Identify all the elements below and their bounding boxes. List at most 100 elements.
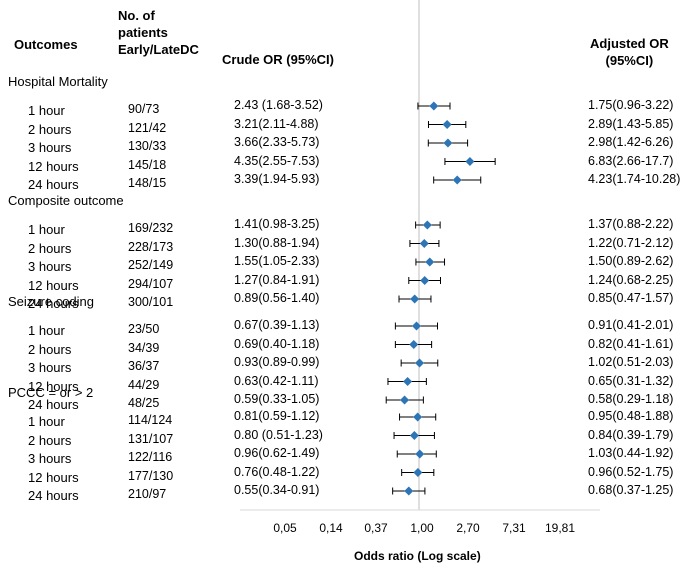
section-title: PCCC = or > 2	[8, 385, 94, 400]
crude-or-cell: 0.89(0.56-1.40)	[234, 291, 320, 305]
row-label: 1 hour	[28, 222, 65, 237]
crude-or-cell: 0.76(0.48-1.22)	[234, 464, 320, 479]
patients-cell: 210/97	[128, 487, 167, 501]
header-patients-line3: Early/LateDC	[118, 42, 199, 57]
x-tick-label: 0,14	[319, 521, 343, 535]
or-point-marker	[419, 239, 429, 248]
patients-cell: 36/37	[128, 359, 160, 373]
crude-or-cell: 4.35(2.55-7.53)	[234, 153, 320, 168]
crude-or-cell: 1.41(0.98-3.25)	[234, 217, 320, 231]
patients-cell: 48/25	[128, 396, 160, 410]
patients-cell: 90/73	[128, 102, 160, 116]
patients-cell: 131/107	[128, 431, 174, 446]
crude-or-cell: 0.93(0.89-0.99)	[234, 355, 320, 369]
or-point-marker	[409, 340, 419, 349]
row-label: 24 hours	[28, 177, 79, 192]
row-label: 3 hours	[28, 451, 72, 466]
or-point-marker	[422, 220, 432, 230]
crude-or-cell: 0.69(0.40-1.18)	[234, 336, 320, 351]
adjusted-or-cell: 1.50(0.89-2.62)	[588, 254, 674, 268]
or-point-marker	[415, 449, 425, 459]
patients-cell: 23/50	[128, 322, 160, 336]
or-point-marker	[442, 120, 452, 129]
row-label: 3 hours	[28, 259, 72, 274]
adjusted-or-cell: 1.37(0.88-2.22)	[588, 217, 674, 231]
x-tick-label: 0,37	[364, 521, 388, 535]
crude-or-cell: 0.63(0.42-1.11)	[234, 373, 319, 388]
adjusted-or-cell: 2.89(1.43-5.85)	[588, 116, 674, 131]
crude-or-cell: 3.21(2.11-4.88)	[234, 116, 319, 131]
crude-or-cell: 3.66(2.33-5.73)	[234, 135, 320, 149]
adjusted-or-cell: 1.75(0.96-3.22)	[588, 98, 674, 112]
adjusted-or-cell: 4.23(1.74-10.28)	[588, 172, 681, 186]
crude-or-cell: 2.43 (1.68-3.52)	[234, 98, 323, 112]
adjusted-or-cell: 0.65(0.31-1.32)	[588, 373, 674, 388]
header-adjusted-or: Adjusted OR (95%CI)	[590, 35, 669, 69]
patients-cell: 148/15	[128, 176, 167, 190]
row-label: 24 hours	[28, 296, 79, 311]
patients-cell: 169/232	[128, 221, 174, 235]
row-label: 1 hour	[28, 323, 65, 338]
crude-or-cell: 1.55(1.05-2.33)	[234, 254, 320, 268]
section-title: Hospital Mortality	[8, 74, 108, 89]
or-point-marker	[413, 468, 423, 477]
adjusted-or-cell: 0.96(0.52-1.75)	[588, 464, 674, 479]
header-adjusted-line2: (95%CI)	[605, 53, 654, 68]
row-label: 12 hours	[28, 158, 79, 174]
row-label: 12 hours	[28, 469, 79, 485]
or-point-marker	[443, 138, 453, 148]
x-axis-label: Odds ratio (Log scale)	[354, 549, 481, 563]
x-tick-label: 0,05	[273, 521, 297, 535]
header-outcomes: Outcomes	[14, 37, 78, 52]
adjusted-or-cell: 0.58(0.29-1.18)	[588, 392, 674, 406]
row-label: 1 hour	[28, 103, 65, 118]
row-label: 24 hours	[28, 397, 79, 412]
adjusted-or-cell: 6.83(2.66-17.7)	[588, 153, 674, 168]
adjusted-or-cell: 0.84(0.39-1.79)	[588, 427, 674, 442]
adjusted-or-cell: 1.03(0.44-1.92)	[588, 446, 674, 460]
adjusted-or-cell: 2.98(1.42-6.26)	[588, 135, 674, 149]
x-tick-label: 2,70	[456, 521, 480, 535]
patients-cell: 300/101	[128, 295, 174, 309]
patients-cell: 121/42	[128, 120, 167, 135]
section-title: Composite outcome	[8, 193, 124, 208]
or-point-marker	[400, 395, 410, 405]
patients-cell: 122/116	[128, 450, 173, 464]
or-point-marker	[425, 257, 435, 267]
header-patients-line1: No. of	[118, 8, 155, 23]
crude-or-cell: 0.81(0.59-1.12)	[234, 409, 320, 423]
patients-cell: 252/149	[128, 258, 174, 272]
x-tick-label: 19,81	[544, 521, 576, 535]
crude-or-cell: 1.30(0.88-1.94)	[234, 235, 320, 250]
crude-or-cell: 3.39(1.94-5.93)	[234, 172, 320, 186]
or-point-marker	[412, 321, 422, 331]
patients-cell: 294/107	[128, 276, 174, 291]
or-point-marker	[429, 101, 439, 111]
adjusted-or-cell: 1.24(0.68-2.25)	[588, 272, 674, 287]
crude-or-cell: 0.80 (0.51-1.23)	[234, 427, 323, 442]
adjusted-or-cell: 1.22(0.71-2.12)	[588, 235, 674, 250]
row-label: 2 hours	[28, 121, 72, 137]
patients-cell: 177/130	[128, 468, 174, 483]
row-label: 2 hours	[28, 341, 72, 357]
row-label: 1 hour	[28, 414, 65, 429]
crude-or-cell: 1.27(0.84-1.91)	[234, 272, 320, 287]
or-point-marker	[420, 276, 430, 285]
patients-cell: 34/39	[128, 340, 160, 355]
row-label: 12 hours	[28, 378, 79, 394]
x-tick-label: 7,31	[502, 521, 526, 535]
or-point-marker	[409, 431, 419, 440]
patients-cell: 228/173	[128, 239, 174, 254]
crude-or-cell: 0.96(0.62-1.49)	[234, 446, 320, 460]
or-point-marker	[410, 294, 420, 304]
adjusted-or-cell: 0.91(0.41-2.01)	[588, 318, 674, 332]
patients-cell: 44/29	[128, 377, 160, 392]
header-adjusted-line1: Adjusted OR	[590, 36, 669, 51]
row-label: 12 hours	[28, 277, 79, 293]
adjusted-or-cell: 0.68(0.37-1.25)	[588, 483, 674, 497]
section-title: Seizure coding	[8, 294, 94, 309]
patients-cell: 114/124	[128, 413, 173, 427]
crude-or-cell: 0.55(0.34-0.91)	[234, 483, 320, 497]
row-label: 2 hours	[28, 432, 72, 448]
